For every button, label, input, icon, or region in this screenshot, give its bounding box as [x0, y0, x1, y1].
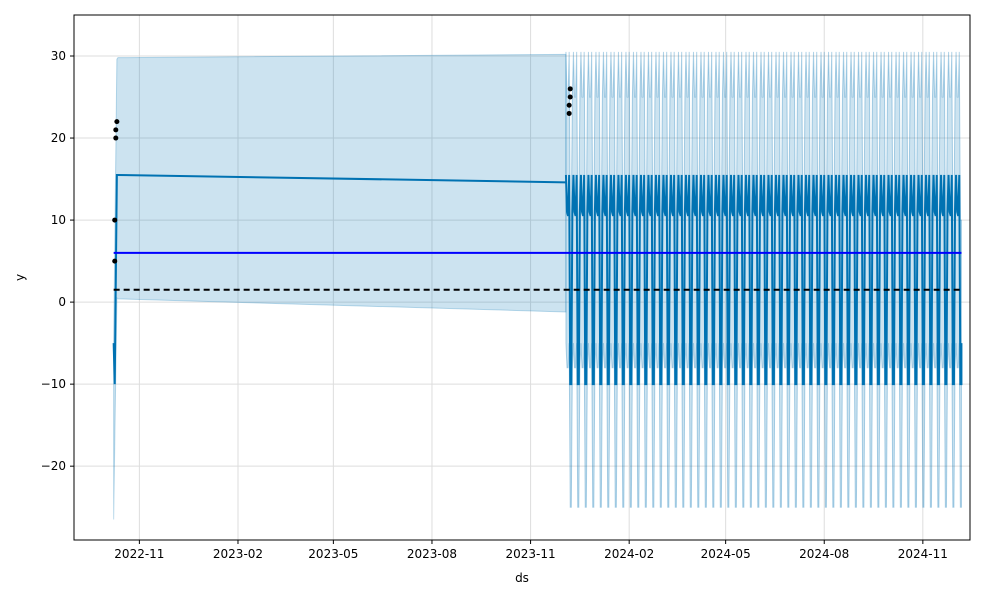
- x-tick-label: 2024-08: [799, 547, 849, 561]
- band-area-forecast: [565, 51, 962, 508]
- observed-point: [567, 86, 573, 92]
- x-tick-label: 2023-11: [506, 547, 556, 561]
- plot-frame: [73, 14, 971, 541]
- x-tick-label: 2023-02: [213, 547, 263, 561]
- x-tick-label: 2024-11: [898, 547, 948, 561]
- y-tick-label: −10: [41, 377, 66, 391]
- axis-ticks: 2022-11 2023-02 2023-05 2023-08 2023-11 2024-…: [41, 49, 948, 561]
- observed-point: [566, 102, 572, 108]
- x-tick-label: 2022-11: [114, 547, 164, 561]
- forecast-line-future: [564, 174, 963, 386]
- y-tick-label: 30: [51, 49, 66, 63]
- y-tick-label: 10: [51, 213, 66, 227]
- x-tick-label: 2024-05: [701, 547, 751, 561]
- band-area-historical: [113, 53, 567, 520]
- x-tick-label: 2024-02: [604, 547, 654, 561]
- x-tick-label: 2023-05: [308, 547, 358, 561]
- x-axis-label: ds: [515, 571, 529, 585]
- observed-point: [114, 119, 120, 125]
- forecast-lines: [112, 173, 963, 386]
- uncertainty-band: [113, 51, 962, 520]
- observed-point: [567, 94, 573, 100]
- y-tick-label: −20: [41, 459, 66, 473]
- x-tick-label: 2023-08: [407, 547, 457, 561]
- y-axis-label: y: [13, 274, 27, 281]
- observed-point: [566, 110, 572, 116]
- observed-point: [112, 217, 118, 223]
- observed-point: [113, 135, 119, 141]
- y-tick-label: 0: [58, 295, 66, 309]
- y-tick-label: 20: [51, 131, 66, 145]
- observed-point: [112, 258, 118, 264]
- observed-points: [112, 86, 573, 264]
- forecast-line-historical: [112, 173, 566, 385]
- observed-point: [113, 127, 119, 133]
